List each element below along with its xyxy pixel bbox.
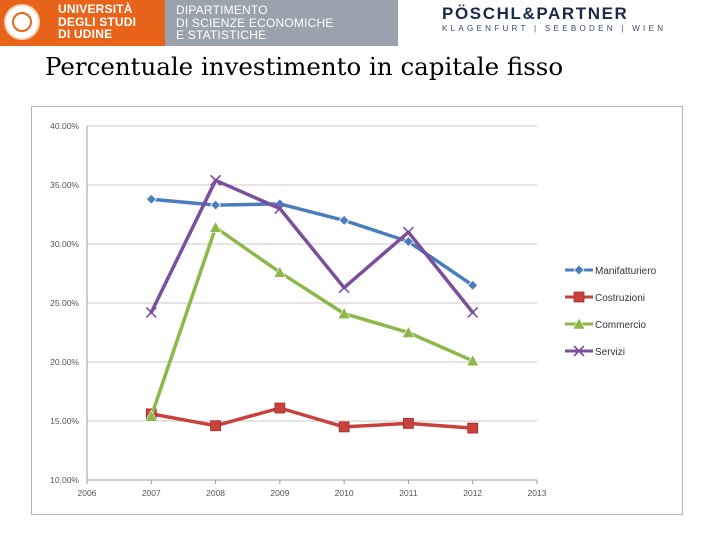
- data-point-manifatturiero: [467, 279, 479, 291]
- legend-marker-costruzioni: [573, 291, 585, 303]
- department-name-line: DI SCIENZE ECONOMICHE: [176, 15, 334, 30]
- x-tick-label: 2009: [270, 488, 289, 498]
- data-point-commercio: [209, 220, 223, 233]
- data-point-commercio: [144, 409, 158, 422]
- x-tick-label: 2011: [399, 488, 418, 498]
- data-point-servizi: [402, 226, 414, 238]
- chart-frame: 40.00% 35.00% 30.00% 25.00% 20.00% 15.00% 10.0…: [31, 106, 683, 515]
- department-logo[interactable]: DIPARTIMENTO DI SCIENZE ECONOMICHE E STA…: [165, 0, 398, 46]
- y-tick-label: 20.00%: [50, 357, 79, 367]
- data-point-manifatturiero: [145, 193, 157, 205]
- department-name-line: DIPARTIMENTO: [176, 3, 268, 17]
- university-name-line: DEGLI STUDI: [58, 14, 137, 29]
- data-point-costruzioni: [467, 422, 479, 434]
- university-seal-icon: [4, 4, 40, 40]
- data-point-servizi: [145, 306, 157, 319]
- data-point-commercio: [466, 354, 480, 367]
- university-name-line: DI UDINE: [58, 27, 113, 41]
- x-tick-label: 2010: [335, 488, 354, 498]
- y-tick-label: 40.00%: [50, 121, 79, 131]
- series-line-commercio: [149, 225, 475, 419]
- x-tick-label: 2007: [142, 488, 161, 498]
- legend-marker-commercio: [572, 317, 586, 330]
- university-name-line: UNIVERSITÀ: [58, 2, 133, 16]
- data-point-servizi: [338, 282, 350, 294]
- series-line-servizi: [149, 178, 475, 315]
- y-tick-label: 15.00%: [50, 416, 79, 426]
- series-line-costruzioni: [149, 406, 475, 430]
- x-tick-label: 2013: [528, 488, 547, 498]
- y-tick-label: 25.00%: [50, 298, 79, 308]
- university-logo[interactable]: UNIVERSITÀ DEGLI STUDI DI UDINE: [0, 0, 165, 46]
- data-point-costruzioni: [274, 402, 286, 414]
- university-name: UNIVERSITÀ DEGLI STUDI DI UDINE: [58, 3, 162, 41]
- header-banner: UNIVERSITÀ DEGLI STUDI DI UDINE DIPARTIM…: [0, 0, 720, 46]
- x-tick-label: 2008: [206, 488, 225, 498]
- data-point-servizi: [467, 306, 479, 319]
- data-point-servizi: [210, 174, 222, 186]
- data-point-commercio: [337, 306, 351, 319]
- firm-locations: KLAGENFURT | SEEBODEN | WIEN: [442, 24, 667, 33]
- x-tick-label: 2006: [78, 488, 97, 498]
- legend-label-commercio: Commercio: [595, 320, 647, 331]
- legend-marker-servizi: [573, 345, 585, 357]
- legend-label-costruzioni: Costruzioni: [595, 293, 645, 304]
- y-tick-label: 35.00%: [50, 180, 79, 190]
- data-point-commercio: [273, 265, 287, 278]
- data-point-costruzioni: [210, 420, 221, 432]
- line-chart: 40.00% 35.00% 30.00% 25.00% 20.00% 15.00% 10.0…: [50, 121, 657, 498]
- y-tick-label: 10.00%: [50, 475, 79, 485]
- data-point-commercio: [401, 325, 415, 338]
- x-tick-label: 2012: [463, 488, 482, 498]
- legend-label-manifatturiero: Manifatturiero: [595, 266, 657, 277]
- data-point-manifatturiero: [338, 214, 350, 226]
- legend-marker-manifatturiero: [573, 264, 585, 276]
- firm-logo[interactable]: PÖSCHL&PARTNER KLAGENFURT | SEEBODEN | W…: [398, 0, 720, 46]
- department-name-line: E STATISTICHE: [176, 28, 267, 42]
- data-point-costruzioni: [403, 417, 414, 429]
- data-point-manifatturiero: [210, 199, 222, 211]
- y-tick-label: 30.00%: [50, 239, 79, 249]
- legend-label-servizi: Servizi: [595, 347, 625, 358]
- data-point-servizi: [274, 203, 286, 215]
- department-name: DIPARTIMENTO DI SCIENZE ECONOMICHE E STA…: [176, 4, 334, 42]
- data-point-costruzioni: [338, 421, 350, 433]
- page-title: Percentuale investimento in capitale fis…: [45, 52, 564, 81]
- data-point-manifatturiero: [402, 236, 414, 248]
- firm-name: PÖSCHL&PARTNER: [442, 4, 629, 23]
